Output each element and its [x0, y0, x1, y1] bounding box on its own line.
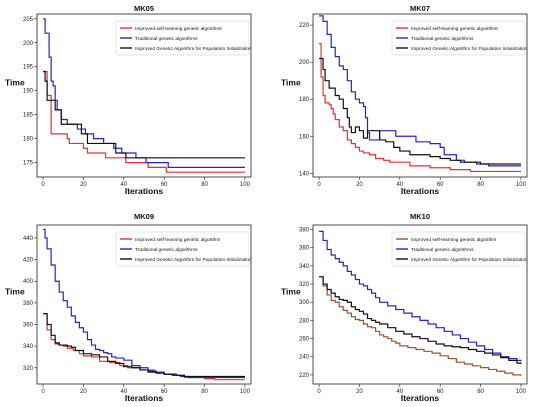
y-tick-label: 380 — [299, 228, 310, 234]
chart-title: MK10 — [410, 212, 430, 221]
y-tick-label: 360 — [299, 246, 310, 252]
legend-label: Traditional genetic algorithms — [135, 36, 198, 42]
legend-label: Improved self-learning genetic algorithm… — [411, 26, 498, 32]
y-tick-label: 360 — [23, 323, 34, 329]
x-tick-label: 0 — [317, 389, 321, 395]
y-tick-label: 140 — [299, 171, 310, 177]
y-tick-label: 205 — [23, 17, 34, 23]
x-axis-label: Iterations — [125, 186, 164, 196]
legend-box — [391, 20, 526, 56]
legend-label: Improved self-learning genetic algorithm — [135, 237, 220, 243]
series-line-2 — [319, 15, 521, 167]
x-tick-label: 40 — [396, 182, 403, 188]
legend-box — [115, 231, 250, 267]
legend: Improved self-learning genetic algorithm… — [115, 20, 252, 56]
y-tick-label: 200 — [299, 60, 310, 66]
series-line-3 — [319, 276, 522, 365]
legend: Improved self-learning genetic algorithm… — [115, 231, 252, 267]
y-tick-label: 200 — [23, 41, 34, 47]
y-tick-label: 195 — [23, 65, 34, 71]
x-tick-label: 80 — [477, 182, 484, 188]
x-tick-label: 60 — [437, 182, 444, 188]
x-tick-label: 20 — [80, 182, 87, 188]
legend-box — [391, 231, 526, 267]
y-tick-label: 220 — [299, 373, 310, 379]
x-tick-label: 80 — [201, 389, 208, 395]
series-line-2 — [319, 230, 522, 362]
x-tick-label: 40 — [120, 182, 127, 188]
legend-label: Traditional genetic algorithms — [411, 36, 474, 42]
series-line-3 — [319, 57, 521, 165]
y-tick-label: 180 — [299, 97, 310, 103]
chart-title: MK09 — [134, 212, 154, 221]
y-tick-label: 440 — [23, 236, 34, 242]
x-tick-label: 20 — [356, 182, 363, 188]
panel-mk09: MK09 0 20 40 60 80 100 320 340 360 380 400 420 440 Ite… — [5, 212, 252, 403]
y-tick-label: 320 — [23, 366, 34, 372]
legend-label: Improved Genetic Algorithm for Populatio… — [411, 46, 528, 52]
legend: Improved self-learning genetic algorithm… — [391, 20, 528, 56]
y-tick-label: 340 — [299, 264, 310, 270]
x-tick-label: 0 — [41, 182, 45, 188]
x-tick-label: 80 — [201, 182, 208, 188]
y-tick-label: 180 — [23, 137, 34, 143]
x-tick-label: 0 — [41, 389, 45, 395]
x-tick-label: 100 — [240, 389, 251, 395]
y-tick-label: 190 — [23, 89, 34, 95]
series-line-1 — [319, 276, 522, 376]
y-axis-label: Time — [281, 287, 301, 297]
x-tick-label: 100 — [516, 182, 527, 188]
x-tick-label: 60 — [161, 182, 168, 188]
legend-label: Improved Genetic Algorithm for Populatio… — [135, 257, 252, 263]
series-line-1 — [319, 43, 521, 173]
x-tick-label: 60 — [161, 389, 168, 395]
y-tick-label: 400 — [23, 279, 34, 285]
legend-box — [115, 20, 250, 56]
legend-label: Improved Genetic Algorithm for Populatio… — [135, 46, 252, 52]
x-tick-label: 60 — [437, 389, 444, 395]
y-tick-label: 175 — [23, 161, 34, 167]
legend-label: Traditional genetic algorithms — [135, 247, 198, 253]
legend: Improved self-learning genetic algorithm… — [391, 231, 528, 267]
panel-mk10: MK10 0 20 40 60 80 100 220 240 260 280 300 320 340 360… — [281, 212, 528, 403]
legend-label: Improved self-learning genetic algorithm — [411, 237, 496, 243]
x-axis-label: Iterations — [401, 186, 440, 196]
y-axis-label: Time — [281, 78, 301, 88]
legend-label: Improved self-learning genetic algorithm… — [135, 26, 222, 32]
panel-mk07: MK07 0 20 40 60 80 100 140 160 180 200 220 Iteration… — [281, 4, 528, 196]
y-tick-label: 185 — [23, 113, 34, 119]
x-tick-label: 80 — [477, 389, 484, 395]
y-tick-label: 260 — [299, 337, 310, 343]
x-tick-label: 0 — [317, 182, 321, 188]
series-line-1 — [43, 70, 245, 173]
y-tick-label: 340 — [23, 344, 34, 350]
legend-label: Traditional genetic algorithms — [411, 247, 474, 253]
x-axis-label: Iterations — [125, 393, 164, 403]
x-tick-label: 20 — [80, 389, 87, 395]
legend-label: Improved Genetic Algorithm for Populatio… — [411, 257, 528, 263]
x-tick-label: 100 — [240, 182, 251, 188]
x-axis-label: Iterations — [401, 393, 440, 403]
x-tick-label: 40 — [396, 389, 403, 395]
x-tick-label: 100 — [516, 389, 527, 395]
series-line-3 — [43, 313, 245, 378]
x-tick-label: 20 — [356, 389, 363, 395]
series-line-2 — [43, 18, 245, 169]
y-tick-label: 420 — [23, 258, 34, 264]
y-tick-label: 320 — [299, 282, 310, 288]
y-tick-label: 380 — [23, 301, 34, 307]
y-tick-label: 240 — [299, 355, 310, 361]
y-tick-label: 220 — [299, 23, 310, 29]
y-tick-label: 300 — [299, 300, 310, 306]
series-line-3 — [43, 70, 245, 159]
y-tick-label: 280 — [299, 318, 310, 324]
chart-title: MK07 — [410, 4, 430, 13]
y-tick-label: 160 — [299, 134, 310, 140]
chart-title: MK05 — [134, 4, 154, 13]
y-axis-label: Time — [5, 287, 25, 297]
x-tick-label: 40 — [120, 389, 127, 395]
y-axis-label: Time — [5, 78, 25, 88]
panel-mk05: MK05 0 20 40 60 80 100 175 180 185 190 195 200 205 Ite… — [5, 4, 252, 196]
